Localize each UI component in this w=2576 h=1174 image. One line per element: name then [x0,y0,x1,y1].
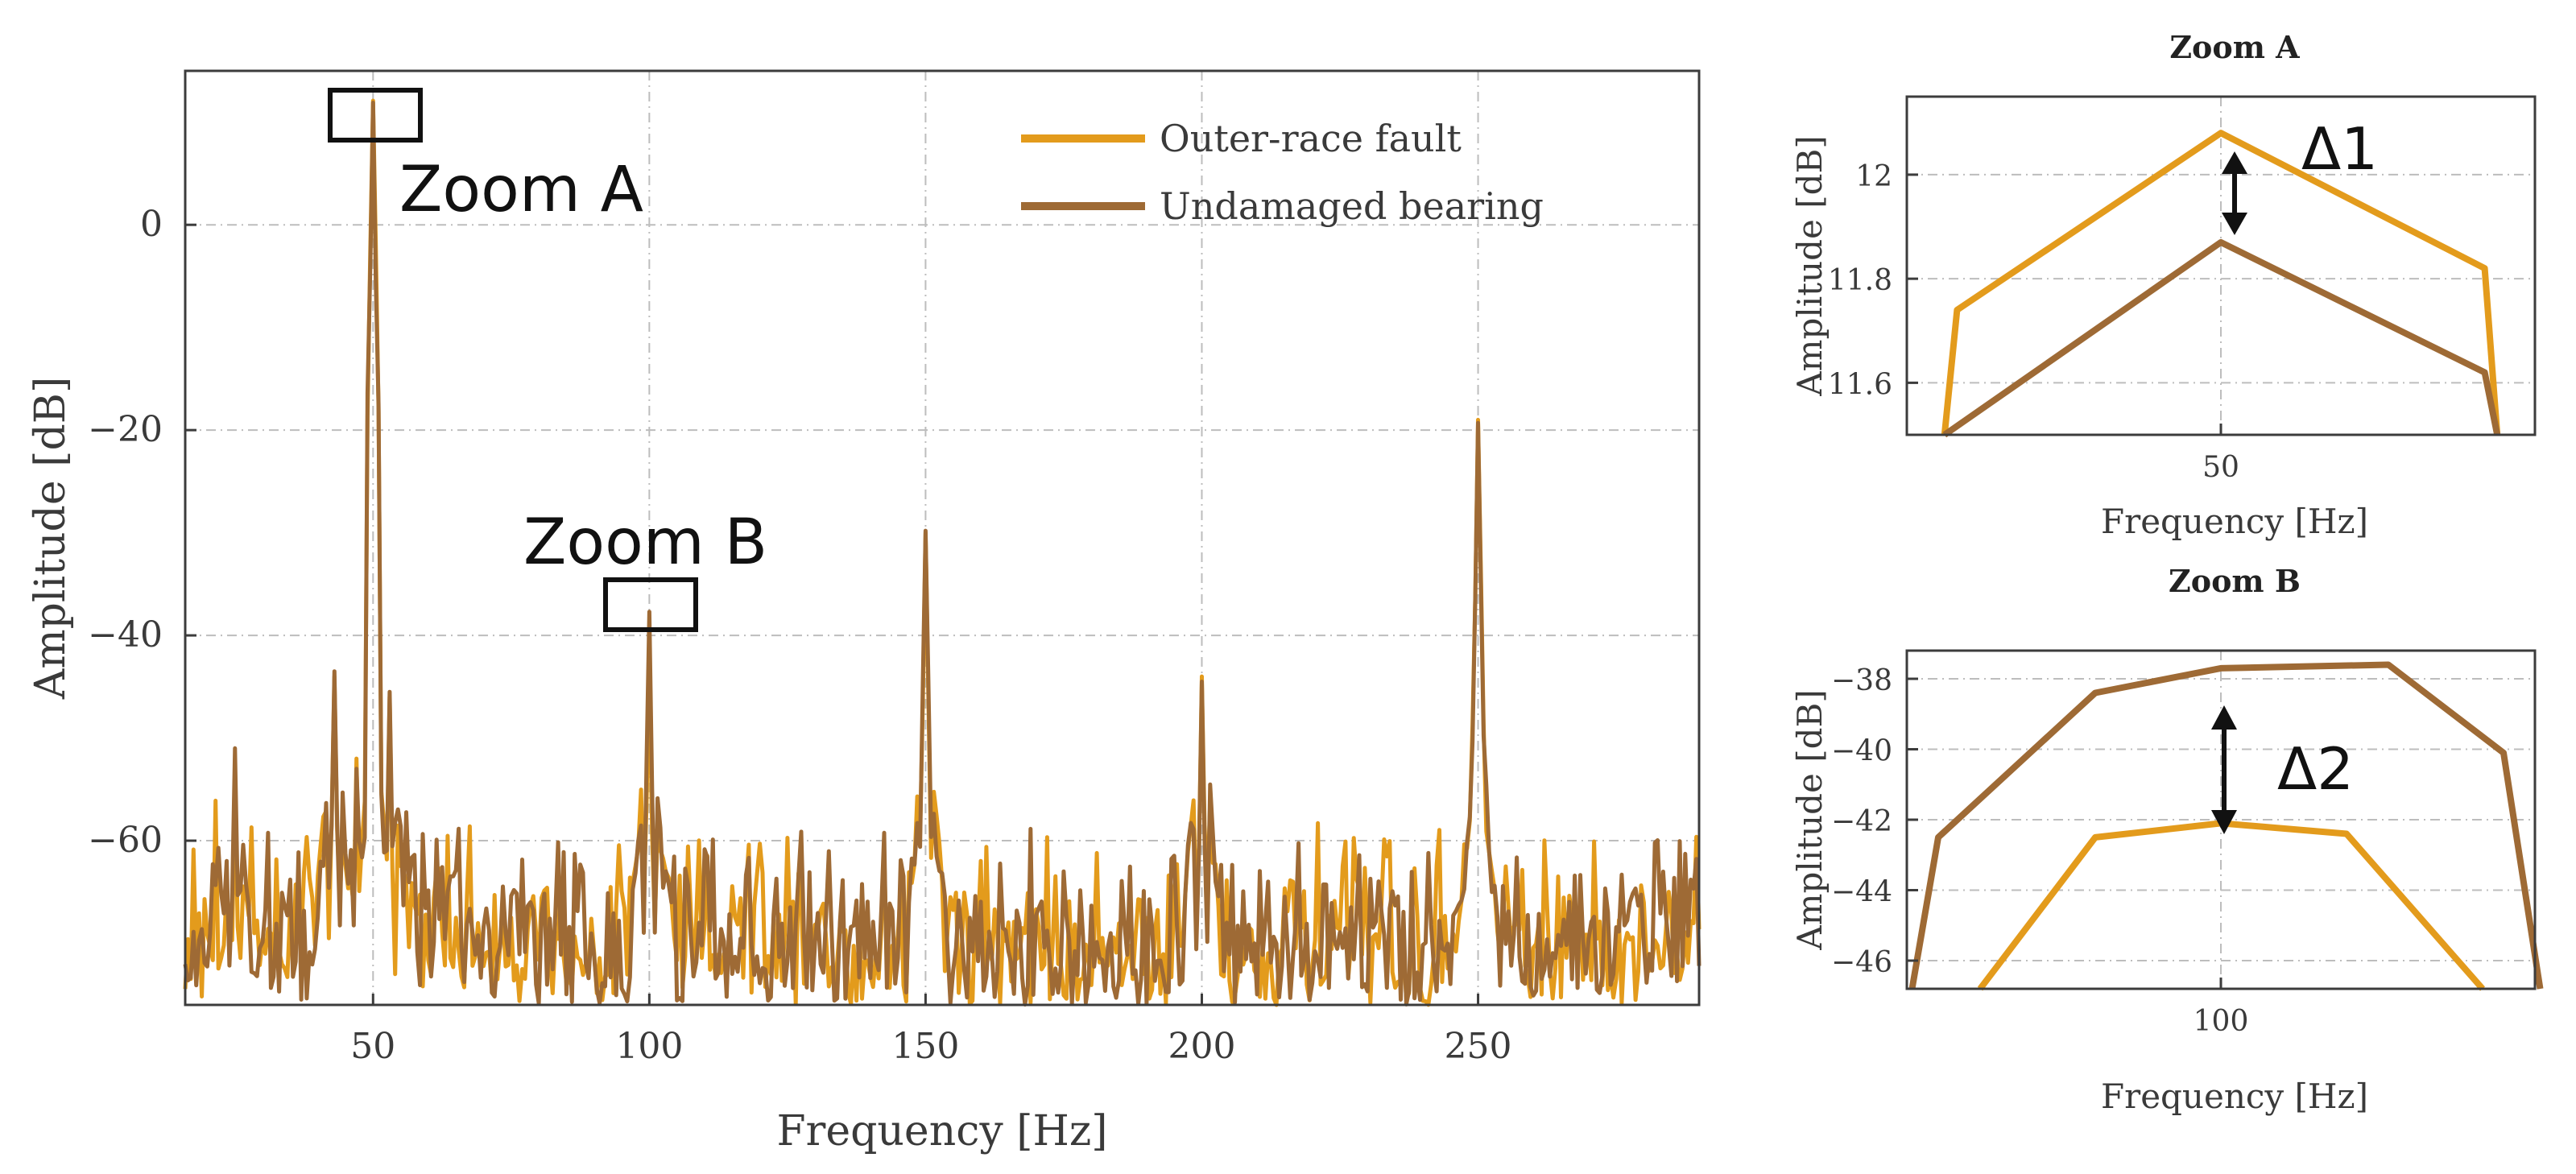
legend-label-outer-race: Outer-race fault [1160,117,1462,160]
x-tick-label: 50 [2202,451,2239,484]
delta-2-arrow [2211,705,2237,834]
series-undamaged-bearing [183,101,1701,1007]
zoom-a-series [1941,130,2501,438]
zoom-a-y-ticks: 12 11.8 11.6 [1828,160,1918,401]
y-tick-label: −46 [1831,946,1892,979]
y-tick-label: 12 [1855,160,1892,193]
zoom-b-title: Zoom B [2169,563,2301,599]
zoom-a-x-label: Frequency [Hz] [2101,502,2368,541]
y-tick-label: −44 [1831,876,1892,909]
y-tick-label: 11.8 [1828,264,1892,297]
zoom-a-title: Zoom A [2169,29,2300,65]
x-tick-label: 100 [615,1026,683,1067]
legend-label-undamaged: Undamaged bearing [1160,184,1544,228]
zoom-b-y-ticks: −38 −40 −42 −44 −46 [1831,664,1918,979]
x-tick-label: 200 [1168,1026,1235,1067]
zoom-b-callout: Zoom B [523,506,767,579]
y-tick-label: −40 [1831,735,1892,768]
zoom-series-undamaged-bearing [1942,238,2501,438]
main-plot-frame [184,69,1701,1007]
y-tick-label: 11.6 [1828,368,1892,401]
main-x-label: Frequency [Hz] [776,1107,1107,1155]
y-tick-label: −60 [88,820,163,861]
y-tick-label: −38 [1831,664,1892,697]
zoom-a-grid [1907,97,2535,435]
x-tick-label: 150 [891,1026,959,1067]
x-tick-label: 250 [1445,1026,1512,1067]
zoom-b-y-label: Amplitude [dB] [1790,689,1830,950]
y-tick-label: −42 [1831,805,1892,838]
main-chart: 50 100 150 200 250 0 −20 −40 −60 Frequency [Hz]… [27,69,1701,1155]
zoom-b-x-label: Frequency [Hz] [2101,1077,2368,1116]
delta-1-label: Δ1 [2301,115,2378,183]
y-tick-label: −20 [88,409,163,450]
zoom-a-chart: Zoom A 50 12 11.8 11.6 Frequency [Hz] Ampl… [1790,29,2537,541]
zoom-series-outer-race-fault [1977,820,2486,991]
zoom-a-callout: Zoom A [399,154,643,226]
x-tick-label: 50 [350,1026,395,1067]
legend: Outer-race fault Undamaged bearing [1021,117,1544,228]
y-tick-label: 0 [140,204,163,245]
zoom-b-chart: Zoom B 100 −38 −40 −42 −44 −46 Frequency [Hz… [1790,563,2544,1116]
zoom-series-outer-race-fault [1941,130,2501,436]
x-tick-label: 100 [2194,1005,2249,1038]
main-x-ticks: 50 100 150 200 250 [350,994,1512,1067]
main-y-label: Amplitude [dB] [27,377,75,700]
zoom-b-box [603,577,698,632]
zoom-b-x-ticks: 100 [2194,978,2249,1038]
zoom-a-x-ticks: 50 [2202,424,2239,484]
zoom-a-box [328,88,423,143]
zoom-a-y-label: Amplitude [dB] [1790,135,1830,396]
y-tick-label: −40 [88,614,163,655]
main-y-ticks: 0 −20 −40 −60 [88,204,196,861]
delta-2-label: Δ2 [2277,735,2354,803]
main-series [183,98,1701,1007]
delta-1-arrow [2222,151,2247,235]
